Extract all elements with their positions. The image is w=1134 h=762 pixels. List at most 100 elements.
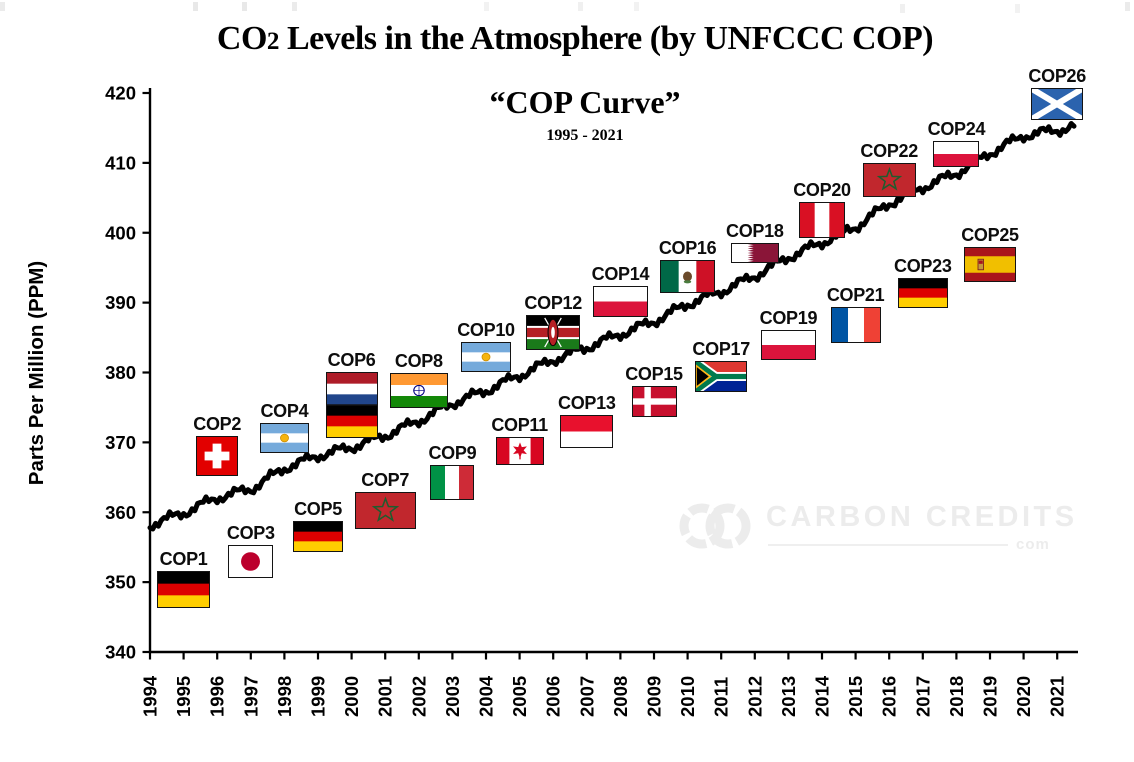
cop17-label: COP17 bbox=[692, 339, 750, 360]
kenya-flag-icon bbox=[526, 314, 581, 350]
poland-flag-icon bbox=[592, 286, 648, 318]
cop21-label: COP21 bbox=[826, 285, 885, 305]
poland-flag-icon bbox=[933, 140, 980, 167]
y-tick-label: 380 bbox=[105, 362, 136, 383]
germany-flag-icon bbox=[293, 521, 343, 553]
watermark-underline bbox=[768, 544, 1008, 546]
co2-curve bbox=[147, 121, 1077, 532]
cop5-label: COP5 bbox=[294, 499, 342, 520]
chart-title-subscript: 2 bbox=[266, 28, 280, 55]
x-tick-label: 2005 bbox=[509, 676, 530, 717]
watermark-domain-suffix: com bbox=[1016, 536, 1050, 553]
indonesia-flag-icon bbox=[560, 414, 614, 448]
germany-flag-icon bbox=[897, 277, 948, 308]
x-tick-label: 2019 bbox=[980, 676, 1001, 717]
x-tick-label: 2003 bbox=[442, 676, 463, 717]
x-tick-label: 2006 bbox=[543, 676, 564, 717]
morocco-flag-icon bbox=[862, 163, 916, 198]
y-tick-label: 340 bbox=[105, 642, 136, 663]
y-tick-label: 360 bbox=[105, 502, 136, 523]
y-tick-label: 420 bbox=[105, 83, 136, 104]
canada-flag-icon bbox=[495, 436, 544, 465]
watermark-text: CARBON CREDITS bbox=[766, 501, 1078, 533]
cop4-label: COP4 bbox=[260, 401, 309, 422]
cop10-label: COP10 bbox=[457, 320, 515, 341]
cop15-label: COP15 bbox=[625, 364, 683, 385]
argentina-flag-icon bbox=[461, 342, 511, 373]
cop9-label: COP9 bbox=[428, 442, 477, 463]
south-africa-flag-icon bbox=[695, 361, 748, 393]
chart-title-rest: Levels in the Atmosphere (by UNFCCC COP) bbox=[278, 20, 934, 57]
chart-subtitle: “COP Curve” bbox=[489, 84, 681, 120]
top-edge-artifacts bbox=[0, 2, 5, 11]
cop7-label: COP7 bbox=[361, 469, 410, 490]
cop22-label: COP22 bbox=[860, 141, 918, 162]
x-tick-label: 1995 bbox=[173, 676, 194, 717]
x-tick-label: 2015 bbox=[845, 676, 866, 717]
x-tick-label: 2002 bbox=[408, 676, 429, 717]
cop8-label: COP8 bbox=[394, 350, 443, 371]
x-tick-label: 2010 bbox=[677, 676, 698, 717]
italy-flag-icon bbox=[430, 464, 475, 500]
cop14-label: COP14 bbox=[591, 264, 650, 285]
cop1-label: COP1 bbox=[159, 548, 208, 569]
chart-subtitle-years: 1995 - 2021 bbox=[546, 127, 624, 144]
chart-title-prefix: CO bbox=[216, 20, 268, 57]
x-tick-label: 2001 bbox=[375, 676, 396, 717]
india-flag-icon bbox=[389, 372, 448, 408]
cop24-label: COP24 bbox=[927, 118, 986, 139]
x-tick-label: 2014 bbox=[812, 675, 833, 717]
x-tick-label: 2021 bbox=[1047, 676, 1068, 717]
x-tick-label: 2013 bbox=[778, 676, 799, 717]
x-tick-label: 2017 bbox=[912, 676, 933, 717]
argentina-flag-icon bbox=[259, 423, 309, 454]
y-tick-label: 370 bbox=[105, 432, 136, 453]
cop20-label: COP20 bbox=[793, 180, 851, 201]
x-tick-label: 2012 bbox=[744, 676, 765, 717]
cop3-label: COP3 bbox=[226, 523, 275, 544]
y-tick-label: 400 bbox=[105, 222, 136, 243]
cop11-label: COP11 bbox=[491, 414, 548, 435]
x-tick-label: 1997 bbox=[240, 676, 261, 717]
morocco-flag-icon bbox=[354, 491, 416, 529]
peru-flag-icon bbox=[799, 202, 845, 239]
x-tick-label: 2009 bbox=[644, 676, 665, 717]
x-tick-label: 1999 bbox=[308, 676, 329, 717]
watermark: CARBON CREDITS com bbox=[676, 494, 1076, 564]
y-tick-label: 410 bbox=[105, 152, 136, 173]
x-tick-label: 2020 bbox=[1013, 676, 1034, 717]
chart-title: CO2 Levels in the Atmosphere (by UNFCCC … bbox=[20, 20, 1130, 58]
cop16-label: COP16 bbox=[658, 237, 717, 258]
cop6-label: COP6 bbox=[327, 350, 376, 371]
x-tick-label: 1994 bbox=[140, 675, 161, 717]
x-tick-label: 2007 bbox=[576, 676, 597, 717]
cop12-label: COP12 bbox=[524, 292, 582, 313]
switzerland-flag-icon bbox=[196, 435, 239, 476]
germany-flag-icon bbox=[157, 570, 211, 608]
x-tick-label: 1996 bbox=[207, 676, 228, 717]
qatar-flag-icon bbox=[730, 243, 779, 263]
denmark-flag-icon bbox=[631, 386, 677, 418]
x-tick-label: 2004 bbox=[476, 675, 497, 717]
japan-flag-icon bbox=[228, 545, 274, 579]
cop26-label: COP26 bbox=[1028, 66, 1086, 87]
carbon-credits-logo-icon bbox=[679, 503, 751, 549]
cop13-label: COP13 bbox=[558, 392, 616, 413]
spain-flag-icon bbox=[964, 246, 1016, 282]
cop19-label: COP19 bbox=[759, 308, 818, 329]
cop18-label: COP18 bbox=[726, 221, 784, 241]
poland-flag-icon bbox=[760, 330, 816, 361]
france-flag-icon bbox=[830, 307, 881, 343]
netherlands-germany-flag-icon bbox=[325, 372, 378, 439]
cop2-label: COP2 bbox=[193, 413, 242, 434]
x-tick-label: 2018 bbox=[946, 676, 967, 717]
y-tick-label: 350 bbox=[105, 572, 136, 593]
x-tick-label: 2011 bbox=[711, 677, 732, 717]
x-tick-label: 2016 bbox=[879, 676, 900, 717]
mexico-flag-icon bbox=[660, 259, 716, 293]
y-tick-label: 390 bbox=[105, 292, 136, 313]
cop25-label: COP25 bbox=[961, 224, 1019, 245]
